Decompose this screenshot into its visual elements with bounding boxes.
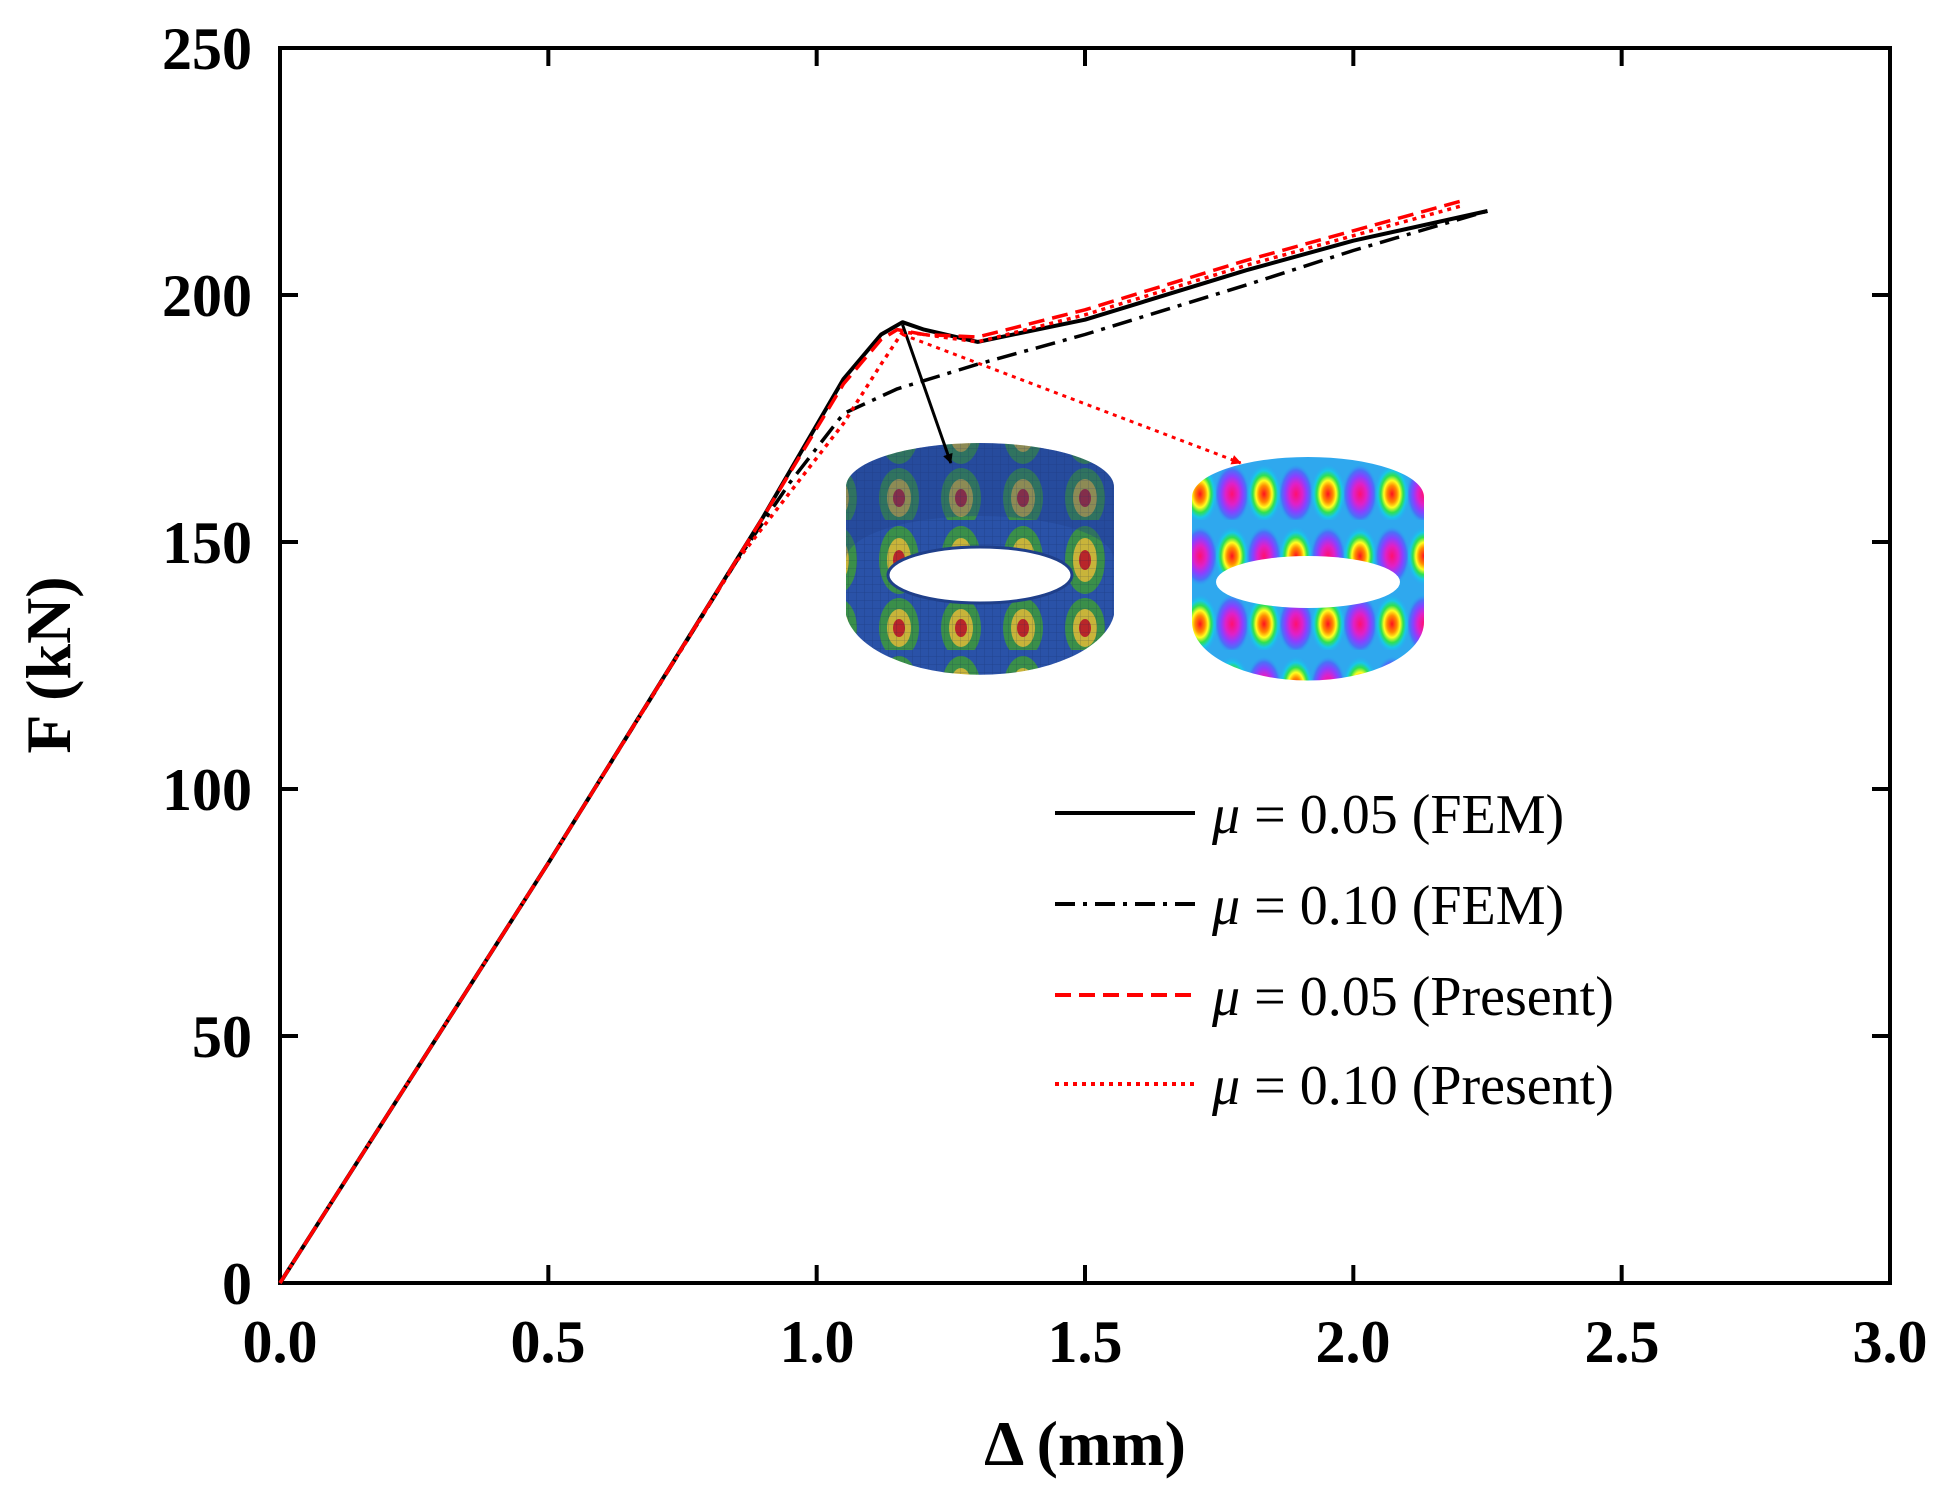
series-line-3 [278, 204, 1462, 1284]
y-tick-label: 0 [222, 1251, 252, 1317]
series-line-1 [278, 209, 1488, 1284]
x-axis-title: Δ (mm) [984, 1408, 1186, 1479]
annotation-arrow-1 [902, 333, 1242, 465]
axis-ticks [278, 46, 1892, 1285]
y-tick-labels: 0 50 100 150 200 250 [162, 16, 252, 1317]
legend-label-mu005-present: μ = 0.05 (Present) [1211, 966, 1614, 1028]
y-axis-title: F (kN) [13, 576, 84, 753]
y-tick-label: 150 [162, 510, 252, 576]
y-tick-label: 200 [162, 263, 252, 329]
annotation-arrows [901, 324, 1242, 465]
legend-label-mu010-fem: μ = 0.10 (FEM) [1211, 875, 1564, 937]
y-tick-label: 50 [192, 1004, 252, 1070]
y-tick-label: 100 [162, 757, 252, 823]
x-tick-label: 3.0 [1853, 1309, 1928, 1375]
x-tick-label: 0.5 [511, 1309, 586, 1375]
annotation-arrow-0 [901, 324, 953, 464]
series-lines [278, 199, 1488, 1285]
plot-frame [278, 46, 1892, 1285]
x-tick-label: 1.0 [780, 1309, 855, 1375]
y-tick-label: 250 [162, 16, 252, 82]
legend: μ = 0.05 (FEM) μ = 0.10 (FEM) μ = 0.05 (… [1055, 784, 1614, 1117]
x-tick-labels: 0.0 0.5 1.0 1.5 2.0 2.5 3.0 [243, 1309, 1928, 1375]
fem-buckling-mode-inset [846, 443, 1114, 675]
x-tick-label: 1.5 [1048, 1309, 1123, 1375]
series-line-0 [278, 209, 1488, 1285]
series-line-2 [278, 199, 1462, 1284]
legend-label-mu010-present: μ = 0.10 (Present) [1211, 1055, 1614, 1117]
present-buckling-mode-inset [1192, 457, 1424, 681]
x-tick-label: 2.0 [1316, 1309, 1391, 1375]
legend-label-mu005-fem: μ = 0.05 (FEM) [1211, 784, 1564, 846]
x-tick-label: 0.0 [243, 1309, 318, 1375]
x-tick-label: 2.5 [1585, 1309, 1660, 1375]
